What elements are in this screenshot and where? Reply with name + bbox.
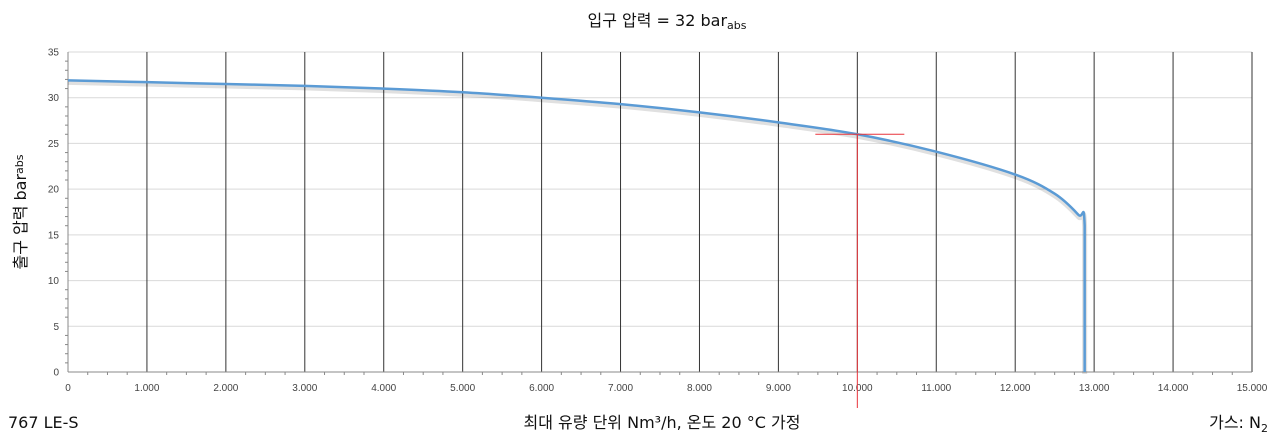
y-tick-labels: 0 5 10 15 20 25 30 35 <box>48 48 60 379</box>
series <box>67 79 1088 374</box>
y-tick-label: 25 <box>48 139 60 150</box>
x-tick-label: 9.000 <box>766 383 791 394</box>
x-tick-label: 8.000 <box>687 383 712 394</box>
x-tick-label: 6.000 <box>529 383 554 394</box>
model-label: 767 LE-S <box>8 413 79 432</box>
x-tick-label: 1.000 <box>134 383 159 394</box>
y-tick-label: 0 <box>53 368 59 379</box>
series-line <box>67 79 1086 372</box>
x-tick-label: 0 <box>65 383 71 394</box>
x-tick-label: 5.000 <box>450 383 475 394</box>
x-tick-labels: 0 1.000 2.000 3.000 4.000 5.000 6.000 7.000 8.00… <box>65 383 1268 394</box>
series-shadow <box>67 79 1088 374</box>
y-tick-label: 30 <box>48 93 60 104</box>
x-tick-label: 3.000 <box>292 383 317 394</box>
x-axis-label: 최대 유량 단위 Nm³/h, 온도 20 °C 가정 <box>524 413 801 432</box>
x-tick-label: 15.000 <box>1237 383 1268 394</box>
gas-label: 가스: N2 <box>1209 413 1268 435</box>
x-tick-label: 2.000 <box>213 383 238 394</box>
y-tick-label: 10 <box>48 276 60 287</box>
operating-point-marker <box>815 133 905 408</box>
x-tick-label: 4.000 <box>371 383 396 394</box>
grid <box>65 51 1253 375</box>
y-tick-label: 5 <box>53 322 59 333</box>
x-tick-label: 12.000 <box>1000 383 1031 394</box>
x-tick-label: 13.000 <box>1079 383 1110 394</box>
y-tick-label: 20 <box>48 185 60 196</box>
x-tick-label: 7.000 <box>608 383 633 394</box>
x-tick-label: 14.000 <box>1158 383 1189 394</box>
chart-title: 입구 압력 = 32 barabs <box>588 11 747 32</box>
x-tick-label: 11.000 <box>921 383 951 394</box>
y-tick-label: 35 <box>48 48 60 59</box>
y-axis-label: 출구 압력 barabs <box>11 154 30 269</box>
y-tick-label: 15 <box>48 230 60 241</box>
